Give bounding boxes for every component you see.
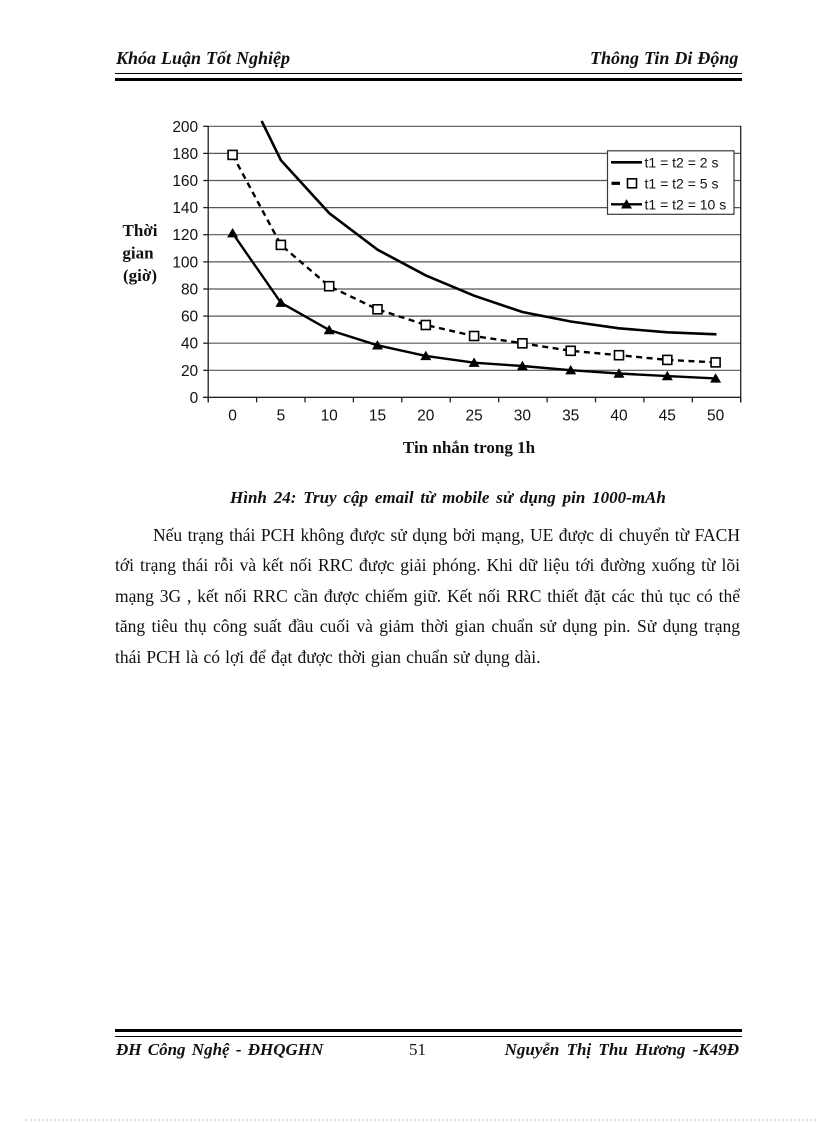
svg-text:t1 = t2 = 2 s: t1 = t2 = 2 s <box>645 154 719 170</box>
svg-text:Tin nhắn trong 1h: Tin nhắn trong 1h <box>403 438 536 457</box>
svg-text:200: 200 <box>172 119 198 136</box>
svg-text:0: 0 <box>228 407 237 424</box>
svg-text:t1 = t2 = 10 s: t1 = t2 = 10 s <box>645 196 727 212</box>
svg-text:Thời: Thời <box>123 221 158 240</box>
svg-text:45: 45 <box>659 407 676 424</box>
svg-text:35: 35 <box>562 407 579 424</box>
svg-text:180: 180 <box>172 146 198 163</box>
svg-text:50: 50 <box>707 407 725 424</box>
svg-text:140: 140 <box>172 200 198 217</box>
svg-text:40: 40 <box>610 407 628 424</box>
svg-text:gian: gian <box>122 244 154 263</box>
svg-text:0: 0 <box>190 390 199 407</box>
svg-text:25: 25 <box>465 407 482 424</box>
svg-text:(giờ): (giờ) <box>123 266 157 285</box>
svg-text:120: 120 <box>172 227 198 244</box>
svg-text:20: 20 <box>181 363 199 380</box>
svg-text:80: 80 <box>181 282 199 299</box>
svg-text:60: 60 <box>181 309 199 326</box>
svg-text:t1 = t2 = 5 s: t1 = t2 = 5 s <box>645 175 719 191</box>
svg-text:20: 20 <box>417 407 435 424</box>
svg-text:15: 15 <box>369 407 386 424</box>
svg-text:100: 100 <box>172 254 198 271</box>
svg-text:30: 30 <box>514 407 532 424</box>
svg-text:40: 40 <box>181 336 199 353</box>
svg-text:10: 10 <box>321 407 339 424</box>
svg-text:5: 5 <box>277 407 286 424</box>
svg-text:160: 160 <box>172 173 198 190</box>
